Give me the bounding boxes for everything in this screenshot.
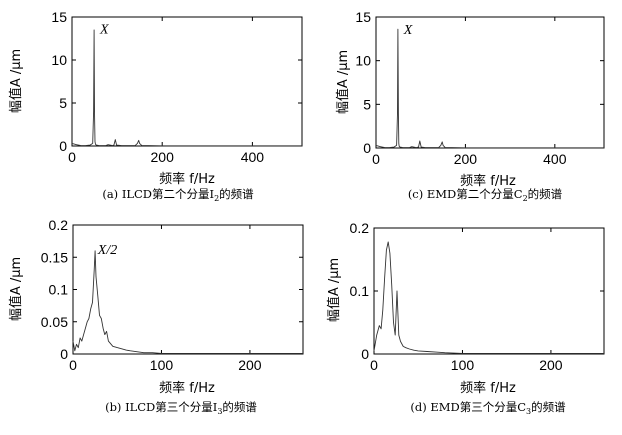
chart-panel-c: 0 200 400 0 5 10 15 X 频率 f/Hz 幅值A /μm (c) EMD第二个分量… xyxy=(335,9,605,203)
y-tick-label: 0.2 xyxy=(49,217,69,233)
caption-main: (a) ILCD第二个分量I xyxy=(102,187,214,201)
x-tick-label: 100 xyxy=(150,357,174,373)
x-tick-label: 200 xyxy=(151,149,175,165)
y-tick-label: 15 xyxy=(51,9,67,25)
panel-caption: (b) ILCD第三个分量I3的频谱 xyxy=(105,400,257,416)
caption-tail: 的频谱 xyxy=(528,187,563,201)
chart-panel-b: 0 100 200 0 0.05 0.1 0.15 0.2 X/2 频率 f/Hz 幅值A /μm (… xyxy=(8,217,304,416)
x-axis-label: 频率 f/Hz xyxy=(460,380,516,396)
caption-tail: 的频谱 xyxy=(219,187,254,201)
spectrum-line xyxy=(72,250,303,354)
y-tick-label: 0.2 xyxy=(350,220,370,236)
caption-main: (d) EMD第三个分量C xyxy=(410,400,526,414)
panel-caption: (a) ILCD第二个分量I2的频谱 xyxy=(102,187,254,203)
caption-subscript: 2 xyxy=(523,194,528,203)
spectrum-line xyxy=(373,241,604,354)
caption-subscript: 3 xyxy=(217,407,222,416)
y-axis-label: 幅值A /μm xyxy=(8,49,24,113)
spectrum-line xyxy=(375,28,604,149)
caption-main: (b) ILCD第三个分量I xyxy=(105,400,217,414)
x-tick-label: 0 xyxy=(370,357,378,373)
x-tick-label: 400 xyxy=(241,149,265,165)
panel-caption: (d) EMD第三个分量C3的频谱 xyxy=(410,400,566,416)
x-tick-label: 0 xyxy=(68,149,76,165)
y-tick-label: 0 xyxy=(361,346,369,362)
x-tick-label: 200 xyxy=(454,151,478,167)
y-tick-label: 0.05 xyxy=(41,314,68,330)
x-tick-label: 200 xyxy=(539,357,563,373)
y-axis-label: 幅值A /μm xyxy=(335,50,351,114)
y-tick-label: 5 xyxy=(59,95,67,111)
x-tick-label: 400 xyxy=(543,151,567,167)
axes-box xyxy=(373,227,605,355)
y-tick-label: 10 xyxy=(51,52,67,68)
x-tick-label: 0 xyxy=(69,357,77,373)
chart-panel-a: 0 200 400 0 5 10 15 X 频率 f/Hz 幅值A /μm (a) ILCD第二个分… xyxy=(8,9,303,203)
caption-tail: 的频谱 xyxy=(531,400,566,414)
chart-panel-d: 0 100 200 0 0.1 0.2 频率 f/Hz 幅值A /μm (d) EMD第三个分量… xyxy=(326,220,605,416)
y-tick-label: 5 xyxy=(363,96,371,112)
y-tick-label: 0 xyxy=(59,138,67,154)
y-axis-label: 幅值A /μm xyxy=(8,257,24,321)
spectrum-line xyxy=(71,29,302,147)
y-tick-label: 10 xyxy=(355,53,371,69)
caption-subscript: 2 xyxy=(214,194,219,203)
caption-subscript: 3 xyxy=(526,407,531,416)
y-tick-label: 0.1 xyxy=(350,283,370,299)
caption-main: (c) EMD第二个分量C xyxy=(408,187,523,201)
peak-annotation: X xyxy=(403,23,413,38)
x-tick-label: 200 xyxy=(238,357,262,373)
caption-tail: 的频谱 xyxy=(222,400,257,414)
x-axis-label: 频率 f/Hz xyxy=(460,173,516,189)
x-axis-label: 频率 f/Hz xyxy=(159,380,215,396)
x-axis-label: 频率 f/Hz xyxy=(159,171,215,187)
peak-annotation: X/2 xyxy=(97,243,117,258)
x-tick-label: 0 xyxy=(372,151,380,167)
peak-annotation: X xyxy=(99,23,109,38)
y-tick-label: 0 xyxy=(363,140,371,156)
y-axis-label: 幅值A /μm xyxy=(326,258,342,322)
y-tick-label: 0.15 xyxy=(41,249,68,265)
y-tick-label: 0 xyxy=(60,346,68,362)
y-tick-label: 0.1 xyxy=(49,282,69,298)
y-tick-label: 15 xyxy=(355,9,371,25)
panel-caption: (c) EMD第二个分量C2的频谱 xyxy=(408,187,563,203)
x-tick-label: 100 xyxy=(451,357,475,373)
